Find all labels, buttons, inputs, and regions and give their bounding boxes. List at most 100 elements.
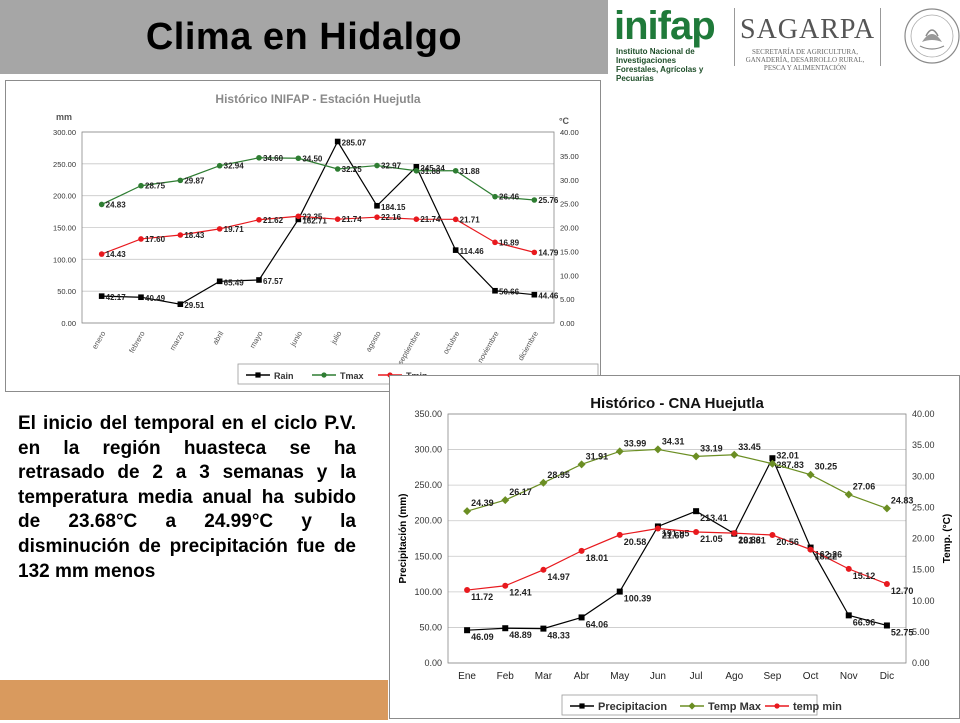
x-tick-label: Nov [840, 671, 858, 682]
data-label: 245.34 [420, 164, 445, 173]
x-tick-label: Feb [497, 671, 515, 682]
data-point [138, 236, 144, 242]
data-point [502, 582, 509, 589]
y-right-tick-label: 0.00 [912, 658, 930, 668]
page-title: Clima en Hidalgo [145, 15, 463, 58]
data-label: 17.60 [145, 235, 166, 244]
logos-area: inifap Instituto Nacional de Investigaci… [608, 0, 960, 83]
data-point [578, 614, 585, 621]
data-point [334, 216, 341, 222]
data-label: 40.49 [145, 294, 166, 303]
plot-area [81, 131, 555, 324]
y-left-axis-label: Precipitación (mm) [398, 493, 409, 583]
series-line [466, 448, 888, 512]
data-label: 18.01 [586, 553, 609, 563]
y-left-tick-label: 350.00 [414, 409, 442, 419]
data-point [653, 445, 662, 454]
y-right-tick-label: 5.00 [912, 627, 930, 637]
x-tick-label: junio [288, 330, 304, 349]
x-tick-label: Oct [803, 671, 819, 682]
legend-swatch-marker [255, 372, 261, 378]
inifap-subtitle: Instituto Nacional de Investigaciones Fo… [616, 47, 736, 83]
x-tick-label: Jun [650, 671, 666, 682]
data-label: 14.79 [538, 248, 559, 257]
data-point [883, 580, 890, 587]
data-label: 65.49 [224, 278, 245, 287]
data-label: 32.97 [381, 162, 402, 171]
x-tick-label: diciembre [516, 330, 540, 363]
data-label: 100.39 [624, 594, 652, 604]
data-point [413, 216, 420, 222]
series-line [101, 215, 535, 255]
y-left-tick-label: 200.00 [414, 516, 442, 526]
data-label: 24.83 [891, 495, 914, 505]
data-point [693, 508, 700, 515]
data-point [374, 202, 380, 209]
y-right-tick-label: 40.00 [912, 409, 935, 419]
series-line [101, 157, 535, 205]
data-point [98, 251, 105, 257]
y-left-tick-label: 150.00 [414, 551, 442, 561]
data-label: 33.99 [624, 438, 647, 448]
series-line [467, 527, 888, 591]
y-right-tick-label: 25.00 [560, 200, 579, 209]
data-label: 50.66 [499, 288, 520, 297]
data-label: 26.17 [509, 487, 532, 497]
y-left-tick-label: 0.00 [424, 658, 442, 668]
data-point [98, 293, 105, 299]
data-point [540, 566, 547, 573]
legend-swatch-marker [579, 703, 585, 709]
data-label: 33.19 [700, 443, 723, 453]
data-label: 32.01 [776, 451, 799, 461]
data-label: 20.58 [624, 537, 647, 547]
data-label: 27.06 [853, 482, 876, 492]
sagarpa-logo: SAGARPA [740, 14, 876, 45]
data-point [531, 291, 538, 298]
data-label: 46.09 [471, 632, 494, 642]
data-label: 20.86 [738, 535, 761, 545]
data-label: 16.89 [499, 238, 520, 247]
y-right-tick-label: 15.00 [912, 565, 935, 575]
data-point [531, 197, 538, 203]
chart-inifap-frame: Histórico INIFAP - Estación Huejutla 0.00… [5, 80, 601, 392]
data-label: 52.75 [891, 627, 914, 637]
chart-title: Histórico INIFAP - Estación Huejutla [215, 92, 420, 106]
x-tick-label: Jul [690, 671, 703, 682]
x-tick-label: agosto [364, 330, 383, 354]
data-label: 34.60 [263, 154, 284, 163]
data-label: 18.22 [815, 552, 838, 562]
y-right-tick-label: 30.00 [560, 176, 579, 185]
bottom-accent-strip [0, 680, 388, 720]
data-point [492, 287, 498, 294]
data-point [216, 162, 223, 169]
y-right-tick-label: 15.00 [560, 247, 579, 256]
data-point [540, 625, 547, 632]
data-label: 21.05 [700, 534, 723, 544]
data-point [693, 528, 700, 535]
data-label: 28.75 [145, 182, 166, 191]
data-point [616, 588, 623, 595]
sagarpa-subtitle: SECRETARÍA DE AGRICULTURA, GANADERÍA, DE… [740, 48, 870, 72]
y-left-tick-label: 250.00 [53, 160, 76, 169]
x-tick-label: febrero [127, 330, 147, 355]
x-tick-label: Ago [725, 671, 743, 682]
data-point [177, 177, 184, 184]
y-left-tick-label: 50.00 [419, 622, 442, 632]
data-label: 285.07 [342, 139, 367, 148]
chart-cna: Histórico - CNA Huejutla 0.00 50.00 100.00 1… [398, 395, 953, 716]
y-left-tick-label: 300.00 [414, 445, 442, 455]
legend-entry: temp min [793, 701, 842, 713]
data-point [256, 154, 262, 161]
data-point [295, 216, 302, 223]
y-right-tick-label: 35.00 [560, 152, 579, 161]
chart-inifap: Histórico INIFAP - Estación Huejutla 0.00… [53, 92, 599, 385]
data-label: 29.87 [184, 176, 205, 185]
data-point [334, 138, 341, 145]
y-left-tick-label: 200.00 [53, 192, 76, 201]
series-line [467, 456, 888, 631]
y-left-tick-label: 100.00 [53, 255, 76, 264]
data-point [256, 216, 262, 223]
data-label: 33.45 [738, 442, 761, 452]
series-temp-max: 24.39 26.17 28.95 31.91 33.99 34.31 33.19 33.45… [463, 436, 914, 516]
data-label: 67.57 [263, 277, 284, 286]
